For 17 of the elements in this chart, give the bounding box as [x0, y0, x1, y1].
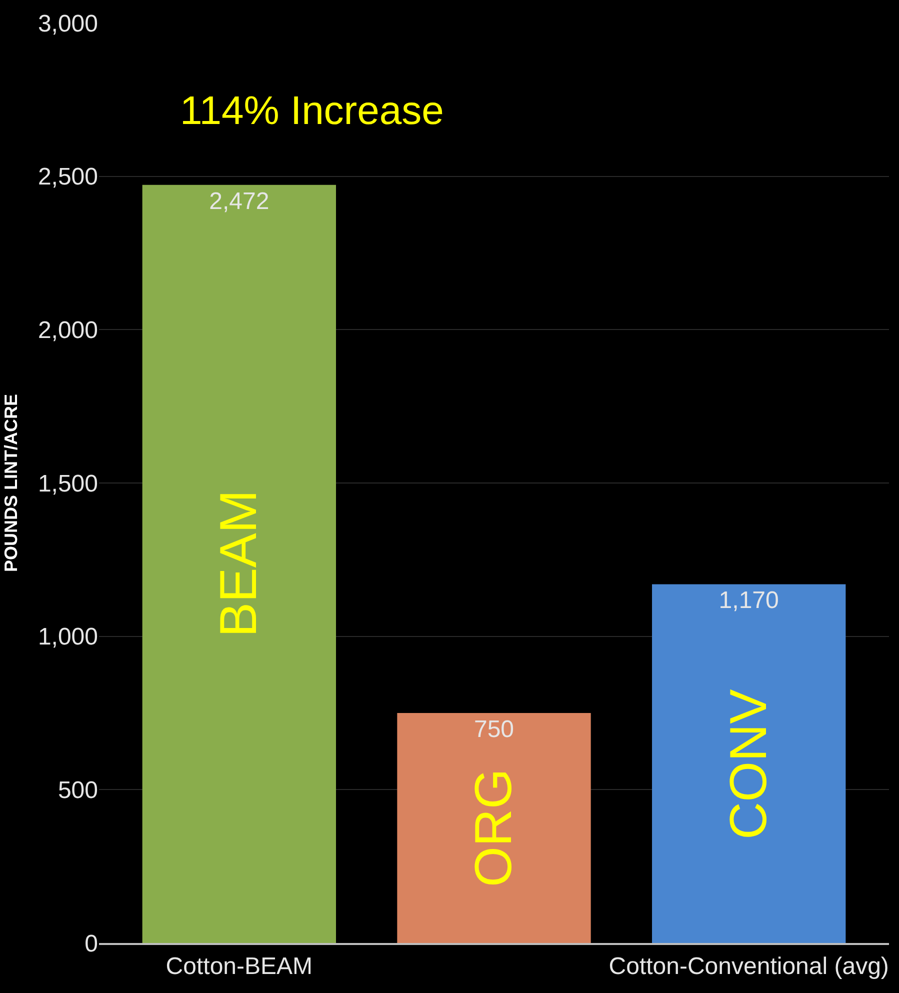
- series-label: CONV: [720, 688, 778, 840]
- y-tick-label: 500: [58, 777, 98, 804]
- y-tick-label: 2,500: [38, 164, 98, 191]
- y-tick-label: 3,000: [38, 10, 98, 38]
- y-axis-title: POUNDS LINT/ACRE: [1, 394, 22, 572]
- y-tick-label: 1,500: [38, 470, 98, 498]
- series-label: BEAM: [210, 490, 268, 638]
- data-label: 2,472: [209, 188, 270, 215]
- x-tick-label: Cotton-Conventional (avg): [608, 952, 889, 980]
- y-tick-label: 1,000: [38, 624, 98, 651]
- data-label: 750: [474, 716, 514, 743]
- data-label: 1,170: [718, 587, 779, 614]
- y-tick-label: 2,000: [38, 317, 98, 344]
- y-tick-label: 0: [84, 930, 98, 958]
- annotation: 114% Increase: [180, 89, 444, 133]
- series-label: ORG: [465, 768, 523, 887]
- x-tick-label: Cotton-BEAM: [166, 952, 313, 980]
